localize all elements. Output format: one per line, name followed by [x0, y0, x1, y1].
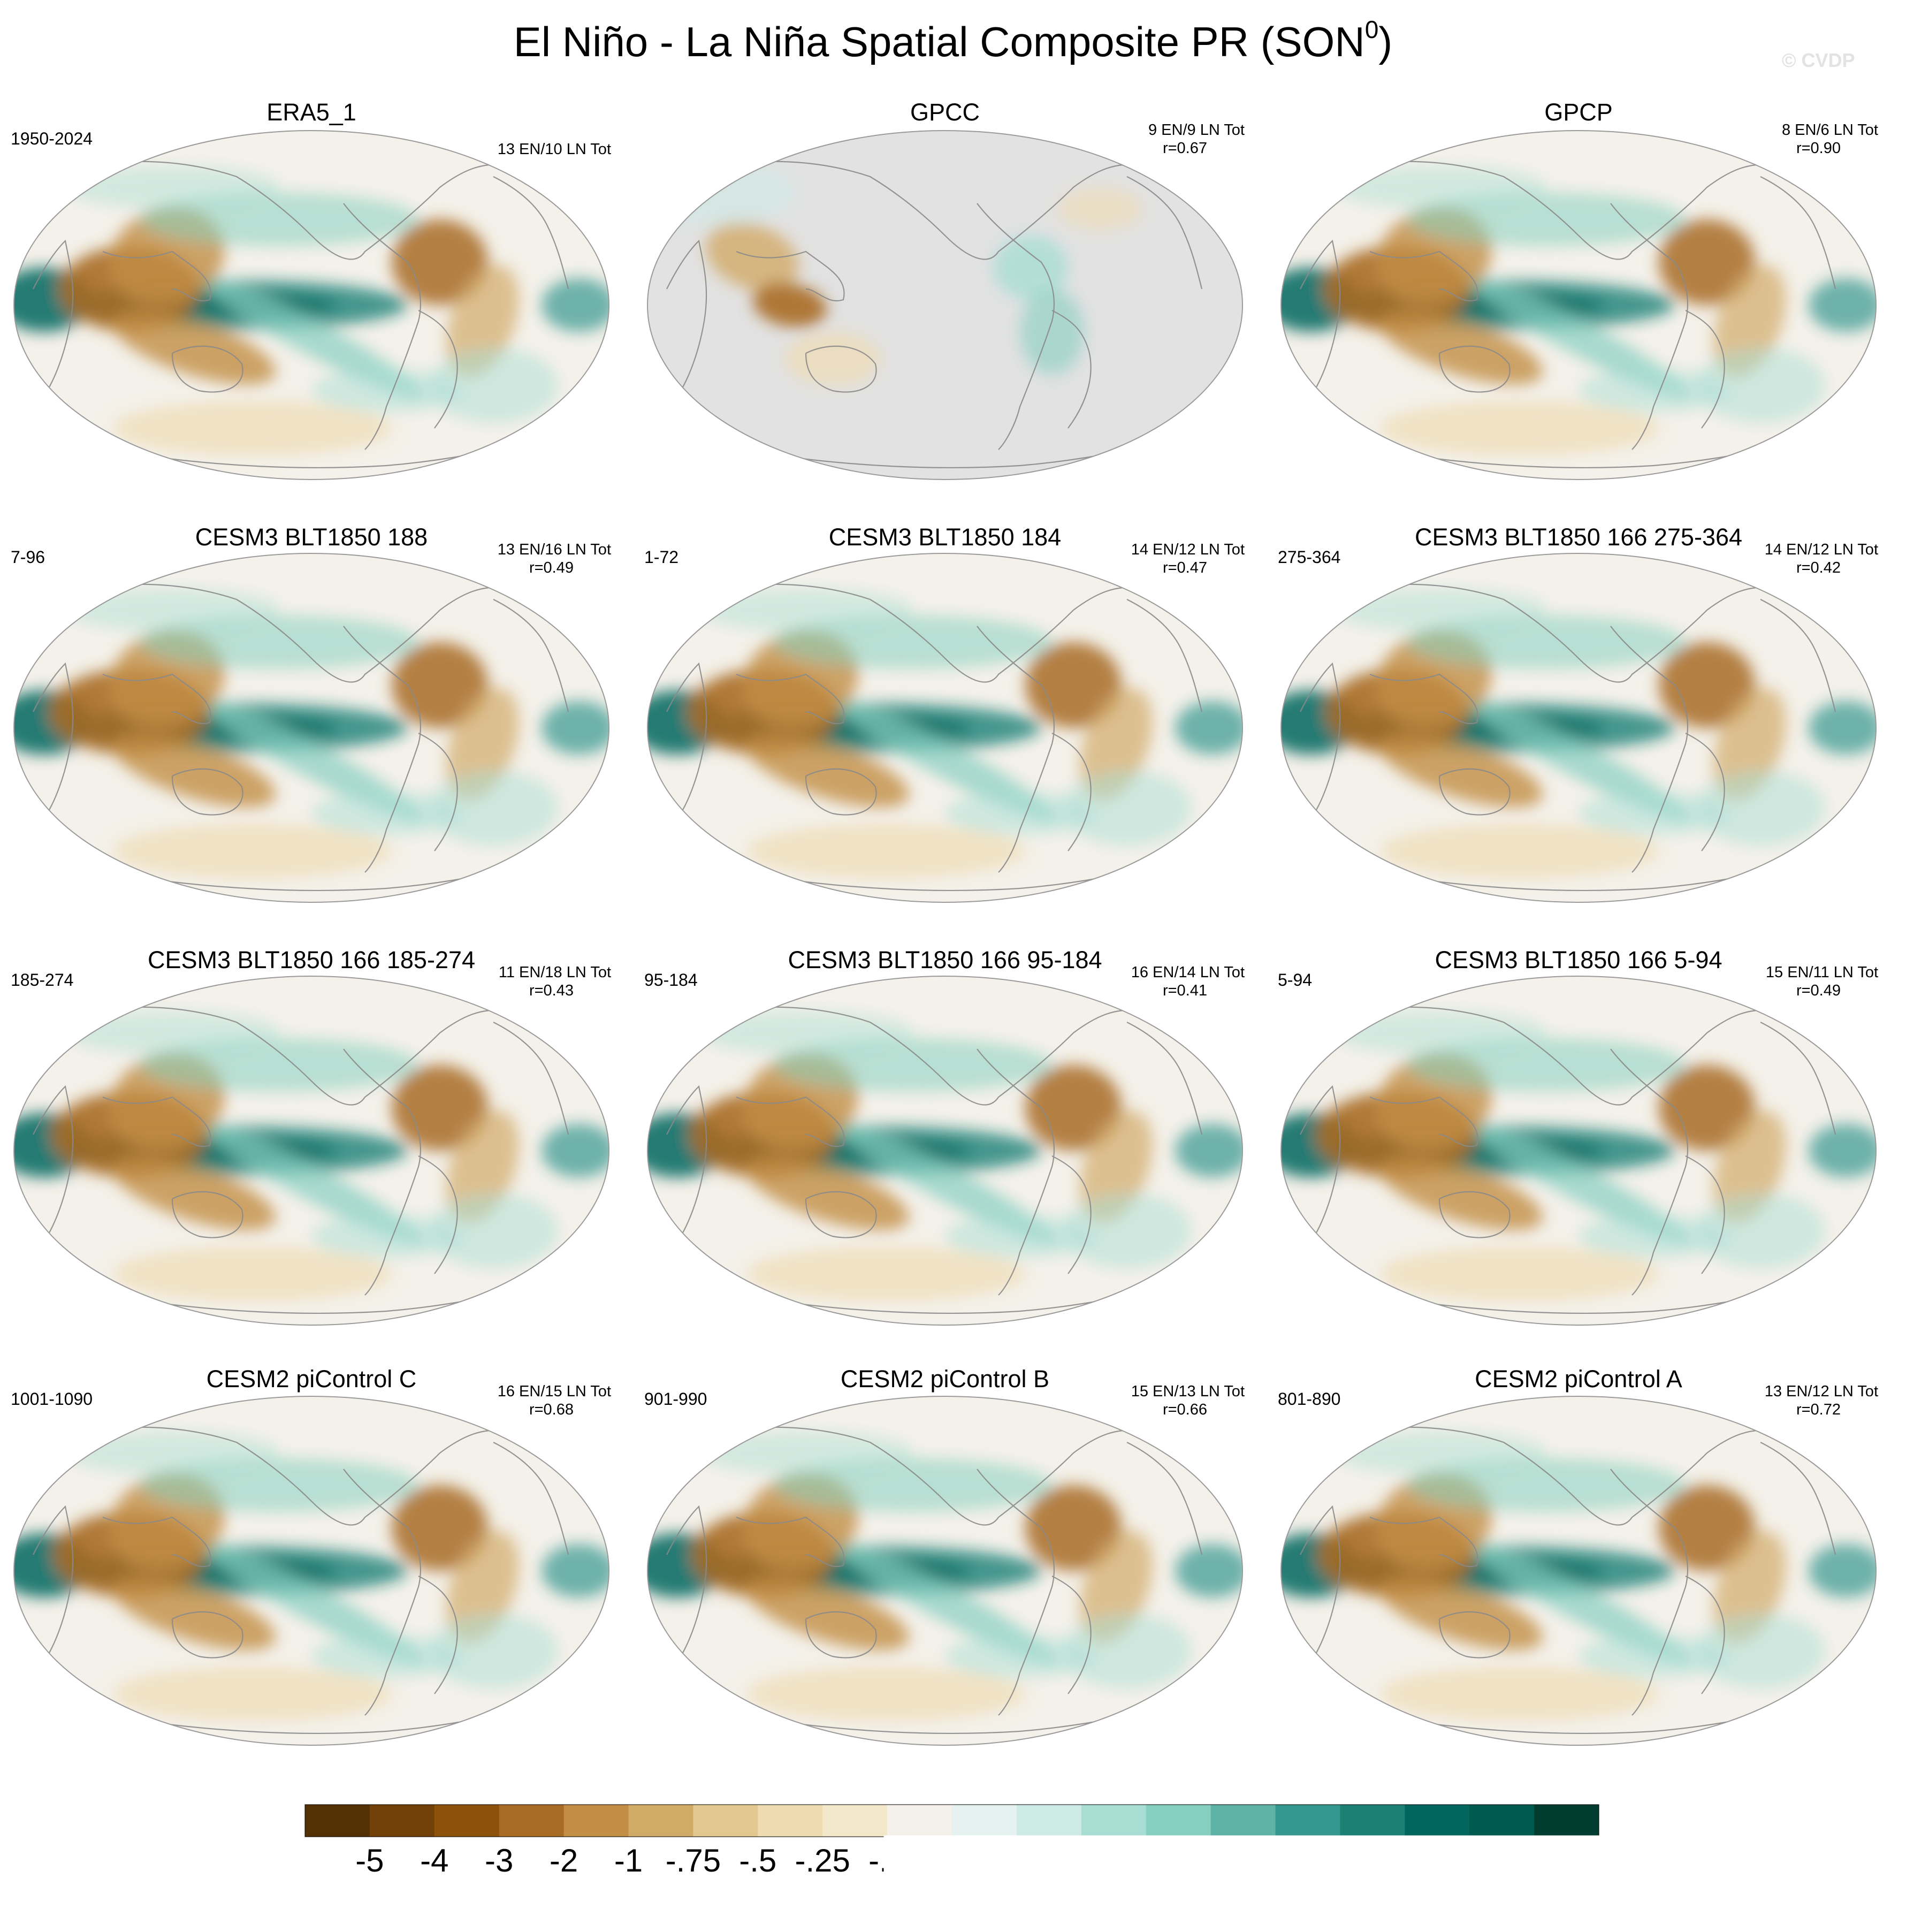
cvdp-watermark: © CVDP: [1782, 49, 1855, 72]
figure-title-close: ): [1378, 18, 1392, 65]
colorbar-swatch: [822, 1805, 887, 1837]
colorbar-swatch: [434, 1805, 499, 1837]
colorbar-swatch: [952, 1805, 1017, 1837]
robinson-map: [12, 974, 611, 1327]
colorbar-tick-label: 3: [1373, 1842, 1437, 1880]
colorbar-tick-label: -.75: [661, 1842, 725, 1880]
colorbar-tick-label: 1: [1244, 1842, 1308, 1880]
colorbar-tick-label: .75: [1179, 1842, 1243, 1880]
colorbar-tick-label: .5: [1114, 1842, 1178, 1880]
colorbar-swatch: [758, 1805, 822, 1837]
colorbar-swatch: [564, 1805, 629, 1837]
robinson-map: [1279, 551, 1878, 904]
colorbar-swatch: [1469, 1805, 1534, 1837]
colorbar-tick-label: 0: [920, 1842, 984, 1880]
colorbar-swatch: [887, 1805, 952, 1837]
figure-title: El Niño - La Niña Spatial Composite PR (…: [0, 15, 1906, 69]
colorbar-tick-label: -3: [467, 1842, 531, 1880]
colorbar-tick-label: -2: [532, 1842, 596, 1880]
colorbar-tick-label: -5: [338, 1842, 402, 1880]
colorbar-swatch: [1276, 1805, 1340, 1837]
colorbar-tick-label: -.5: [726, 1842, 790, 1880]
robinson-map: [645, 974, 1245, 1327]
colorbar-swatch: [1081, 1805, 1146, 1837]
figure-title-superscript: 0: [1365, 16, 1379, 43]
robinson-map: [12, 128, 611, 482]
robinson-map: [1279, 128, 1878, 482]
colorbar-units: mm/day: [0, 1880, 1906, 1922]
colorbar-tick-label: .25: [1049, 1842, 1114, 1880]
colorbar-swatch: [1017, 1805, 1081, 1837]
colorbar-tick-label: -.25: [790, 1842, 855, 1880]
panel-title: ERA5_1: [12, 98, 611, 127]
colorbar-tick-label: -1: [597, 1842, 661, 1880]
colorbar-tick-label: -.1: [855, 1842, 919, 1880]
colorbar-swatch: [1146, 1805, 1211, 1837]
colorbar-swatch: [1211, 1805, 1276, 1837]
colorbar-swatch: [1405, 1805, 1469, 1837]
colorbar-tick-label: 4: [1437, 1842, 1501, 1880]
colorbar-swatch: [629, 1805, 693, 1837]
colorbar-swatch: [1340, 1805, 1405, 1837]
robinson-map: [645, 551, 1245, 904]
robinson-map: [12, 551, 611, 904]
colorbar-swatch: [370, 1805, 434, 1837]
robinson-map: [645, 1394, 1245, 1747]
colorbar-tick-label: 2: [1308, 1842, 1372, 1880]
figure-title-text: El Niño - La Niña Spatial Composite PR (…: [514, 18, 1365, 65]
robinson-map: [1279, 1394, 1878, 1747]
colorbar-tick-label: .1: [985, 1842, 1049, 1880]
colorbar-swatch: [499, 1805, 564, 1837]
robinson-map: [12, 1394, 611, 1747]
colorbar-tick-label: 5: [1502, 1842, 1566, 1880]
colorbar-tick-label: -4: [402, 1842, 467, 1880]
robinson-map: [1279, 974, 1878, 1327]
colorbar-swatch: [1534, 1805, 1599, 1837]
colorbar-swatch: [305, 1805, 370, 1837]
robinson-map: [645, 128, 1245, 482]
colorbar-swatch: [693, 1805, 758, 1837]
